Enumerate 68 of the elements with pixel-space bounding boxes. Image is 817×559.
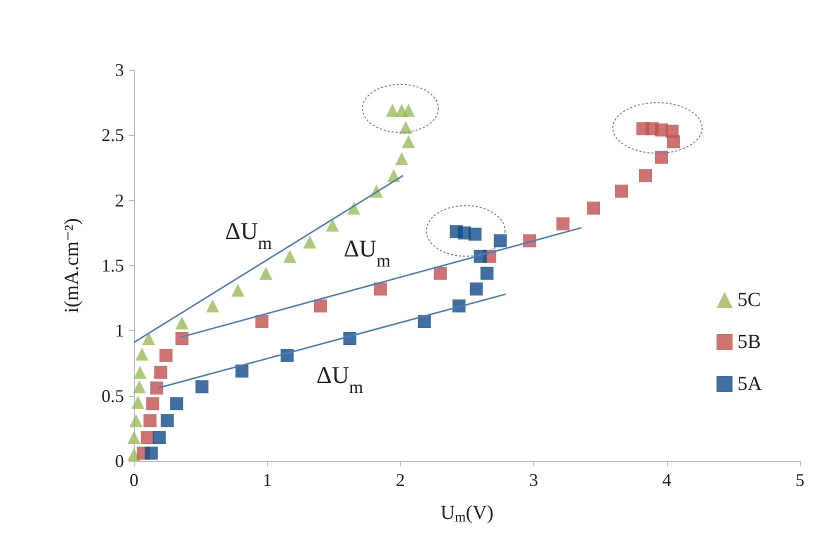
point	[146, 397, 160, 410]
point	[140, 431, 154, 444]
point	[231, 284, 244, 297]
point	[434, 266, 447, 280]
point	[326, 218, 339, 232]
x-tick-label: 0	[130, 470, 138, 490]
point	[152, 431, 166, 444]
point	[133, 366, 146, 379]
point	[206, 299, 220, 312]
point	[386, 104, 399, 117]
point	[175, 332, 188, 345]
legend-label: 5C	[738, 289, 761, 311]
point	[666, 124, 679, 138]
point	[144, 446, 158, 460]
point	[170, 397, 184, 410]
x-tick-label: 2	[396, 470, 405, 490]
annotation: ΔU$_{m}$	[344, 236, 390, 270]
x-tick-label: 4	[662, 470, 672, 490]
point	[159, 348, 172, 362]
point	[470, 282, 483, 296]
legend-label: 5A	[738, 373, 763, 395]
y-tick-label: 1	[115, 320, 124, 341]
point	[402, 104, 415, 117]
point	[587, 202, 600, 215]
point	[135, 348, 148, 361]
point	[399, 120, 412, 134]
point	[175, 316, 188, 330]
x-tick-label: 3	[529, 470, 538, 490]
point	[402, 135, 415, 148]
point	[128, 448, 140, 461]
point	[418, 315, 431, 328]
point	[128, 431, 140, 444]
point	[314, 299, 327, 312]
point	[154, 366, 168, 379]
point	[654, 150, 668, 164]
y-tick-label: 3	[115, 60, 124, 80]
y-tick-label: 0.5	[102, 386, 124, 406]
point	[255, 315, 268, 328]
point	[160, 414, 174, 428]
point	[195, 380, 208, 394]
point	[142, 332, 156, 345]
point	[638, 169, 652, 182]
y-tick-label: 1.5	[102, 256, 124, 276]
point	[150, 382, 164, 395]
point	[132, 380, 146, 394]
point	[374, 282, 387, 296]
point	[283, 250, 296, 263]
point	[494, 234, 507, 248]
y-tick-label: 2.5	[102, 125, 124, 146]
point	[556, 217, 570, 230]
point	[615, 184, 628, 198]
x-tick-label: 5	[796, 470, 804, 490]
point	[130, 414, 142, 428]
legend-label: 5B	[738, 331, 761, 353]
y-axis-title: i(mA.cm⁻²)	[61, 218, 83, 313]
point	[259, 266, 272, 280]
y-tick-label: 0	[115, 451, 124, 471]
annotation: ΔU$_{m}$	[316, 363, 364, 398]
point	[480, 266, 494, 280]
annotation: ΔU$_{m}$	[225, 218, 272, 253]
point	[303, 236, 316, 249]
point	[131, 396, 144, 409]
point	[395, 152, 408, 166]
y-tick-label: 2	[115, 190, 124, 210]
point	[143, 414, 156, 428]
point	[235, 364, 248, 378]
point	[468, 228, 482, 241]
x-tick-label: 1	[262, 470, 272, 490]
